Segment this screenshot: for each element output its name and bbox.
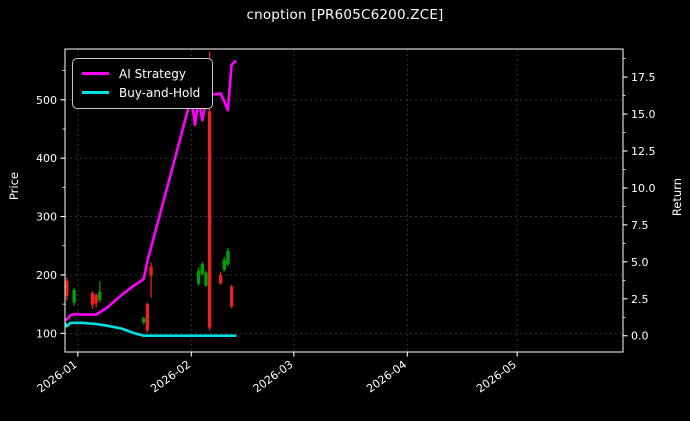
legend-label-buy-and-hold: Buy-and-Hold	[119, 85, 201, 100]
return-tick-label: 0.0	[631, 330, 649, 343]
candle	[222, 256, 226, 272]
candle	[204, 270, 208, 288]
gridlines	[65, 49, 623, 352]
candle	[200, 262, 205, 276]
date-tick-label: 2026-05	[474, 358, 519, 396]
candle-body	[90, 293, 95, 305]
price-tick-label: 400	[36, 152, 57, 165]
price-tick-label: 500	[36, 94, 57, 107]
candle	[229, 284, 234, 309]
candle-body	[226, 251, 230, 265]
return-tick-label: 17.5	[631, 71, 656, 84]
date-tick-label: 2026-04	[364, 358, 409, 396]
axis-tick-labels: 100 200 300 400 500 0.0 2.5 5.0 7.5 10.0 12.5 15.0 1…	[35, 71, 656, 395]
candle	[142, 316, 146, 325]
return-tick-label: 10.0	[631, 182, 656, 195]
price-axis-label: Price	[7, 172, 21, 201]
candle	[98, 281, 102, 303]
price-tick-label: 200	[36, 269, 57, 282]
return-tick-label: 5.0	[631, 256, 649, 269]
candle	[94, 293, 98, 308]
price-tick-label: 100	[36, 327, 57, 340]
date-tick-label: 2026-01	[35, 358, 80, 396]
series-line-buy-and-hold	[65, 320, 237, 338]
candle	[218, 272, 223, 285]
candle-body	[218, 274, 223, 284]
candle	[149, 262, 153, 298]
candle-body	[72, 290, 76, 303]
ai-strategy-line-swatch	[82, 72, 109, 75]
date-tick-label: 2026-02	[148, 358, 193, 396]
candle-body	[196, 270, 201, 284]
price-tick-label: 300	[36, 211, 57, 224]
candle-body	[98, 291, 102, 301]
candle	[145, 302, 150, 333]
axis-ticks	[60, 58, 628, 357]
candle	[226, 248, 230, 267]
date-tick-label: 2026-03	[251, 358, 296, 396]
buy-and-hold-line-swatch	[82, 91, 109, 94]
candle-body	[200, 263, 205, 274]
return-tick-label: 2.5	[631, 293, 649, 306]
legend-label-ai-strategy: AI Strategy	[119, 66, 186, 81]
candle-body	[207, 111, 212, 328]
candle	[72, 287, 76, 306]
legend: AI Strategy Buy-and-Hold	[72, 58, 213, 109]
return-axis-label: Return	[670, 178, 684, 217]
candle-body	[142, 318, 146, 323]
chart-title: cnoption [PR605C6200.ZCE]	[246, 7, 444, 23]
legend-item-buy-and-hold: Buy-and-Hold	[82, 83, 203, 102]
return-tick-label: 15.0	[631, 108, 656, 121]
series-line-ai-strategy	[65, 59, 237, 322]
line-series	[65, 59, 237, 338]
candle-body	[204, 272, 208, 286]
candle	[65, 277, 69, 301]
plot-spine	[64, 48, 624, 353]
return-tick-label: 12.5	[631, 145, 656, 158]
candle-body	[145, 304, 150, 331]
candle-body	[222, 259, 226, 270]
candle	[196, 267, 201, 286]
candle	[90, 291, 95, 309]
return-tick-label: 7.5	[631, 219, 649, 232]
candle-body	[149, 266, 153, 276]
candle-body	[229, 286, 234, 307]
candle-body	[94, 294, 98, 304]
legend-item-ai-strategy: AI Strategy	[82, 64, 203, 83]
candle-body	[65, 280, 69, 296]
